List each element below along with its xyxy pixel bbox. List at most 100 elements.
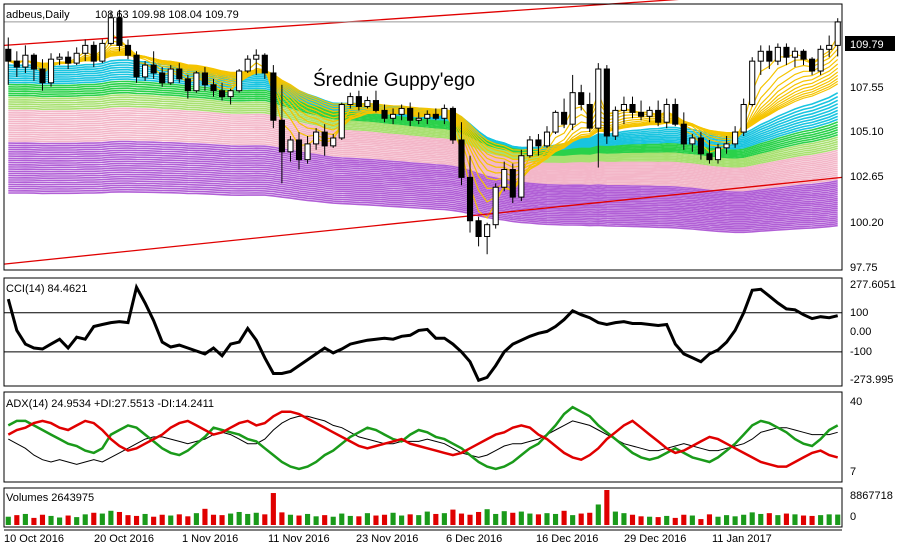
candle-body <box>569 92 576 125</box>
price-tick-3: 102.65 <box>850 171 884 183</box>
volume-bar <box>433 513 439 525</box>
gmma-long-line <box>8 136 838 190</box>
symbol-label: adbeus,Daily <box>6 9 70 21</box>
candle-body <box>236 70 243 92</box>
adx-panel <box>7 405 839 471</box>
volume-bar <box>664 515 670 525</box>
candle-body <box>740 103 747 133</box>
volume-bar <box>766 513 772 525</box>
candle-body <box>646 109 653 117</box>
candle-body <box>732 131 739 145</box>
candle-body <box>176 68 183 80</box>
candle-body <box>723 143 730 149</box>
channel-lower-line <box>3 176 843 265</box>
candle-body <box>355 96 362 107</box>
volume-bar <box>133 515 140 525</box>
gmma-long-line <box>8 134 838 189</box>
volume-bar <box>210 514 217 525</box>
date-label-1: 10 Oct 2016 <box>4 533 64 545</box>
volume-bar <box>176 514 182 525</box>
volume-bar <box>741 514 747 525</box>
candle-body <box>193 72 200 92</box>
volume-bar <box>322 515 328 525</box>
volume-bar <box>219 515 225 525</box>
volume-bar <box>65 515 71 525</box>
gmma-long-line <box>8 188 838 232</box>
gmma-long-line <box>8 162 838 210</box>
date-label-3: 1 Nov 2016 <box>182 533 238 545</box>
volume-bar <box>732 516 738 525</box>
candle-body <box>338 103 345 139</box>
gmma-long-line <box>8 91 838 159</box>
price-tick-5: 97.75 <box>850 262 878 274</box>
candle-body <box>561 111 568 125</box>
volume-bar <box>168 515 174 525</box>
volume-bar <box>99 513 105 525</box>
candle-body <box>834 21 841 46</box>
candle-body <box>629 103 636 113</box>
volume-bar <box>604 490 610 525</box>
ohlc-readout: 108.63 109.98 108.04 109.79 <box>95 9 239 21</box>
gmma-long-line <box>8 116 838 176</box>
candle-body <box>218 90 226 98</box>
adx-tick-7: 7 <box>850 466 856 478</box>
volume-bar <box>809 515 815 525</box>
candle-body <box>612 109 619 137</box>
channel-upper-line <box>3 0 680 47</box>
volume-bar <box>262 514 268 525</box>
volume-bar <box>381 514 388 525</box>
candle-body <box>800 50 807 60</box>
volume-bar <box>476 511 482 525</box>
candle-body <box>124 44 132 56</box>
volume-bar <box>792 514 798 525</box>
volume-bar <box>595 504 601 525</box>
date-label-7: 16 Dec 2016 <box>536 533 598 545</box>
gmma-long-line <box>8 138 838 192</box>
cci-line <box>6 283 839 383</box>
gmma-long-line <box>8 175 838 221</box>
gmma-long-line <box>8 167 838 214</box>
volume-bar <box>339 513 345 525</box>
candle-body <box>492 186 499 226</box>
gmma-long-line <box>8 96 838 162</box>
gmma-long-line <box>8 182 838 226</box>
candle-body <box>466 176 474 222</box>
candle-body <box>407 107 414 121</box>
volume-bar <box>510 512 516 525</box>
volume-bar <box>775 515 781 525</box>
volume-bar <box>151 516 157 525</box>
volume-bar <box>424 511 430 525</box>
candle-body <box>150 64 157 74</box>
gmma-long-line <box>8 171 838 217</box>
volume-bar <box>826 514 832 525</box>
candle-body <box>107 17 114 44</box>
volume-bar <box>74 517 80 525</box>
volume-bar <box>552 513 559 525</box>
volume-bar <box>270 493 276 525</box>
date-label-4: 11 Nov 2016 <box>268 533 330 545</box>
gmma-long-line <box>8 114 838 174</box>
cci-tick-max: 277.6051 <box>850 279 896 291</box>
gmma-long-line <box>8 120 838 179</box>
candle-body <box>287 139 294 153</box>
volume-bar <box>48 515 54 525</box>
volume-bar <box>544 513 550 525</box>
candle-body <box>441 107 448 119</box>
volume-bar <box>313 516 319 525</box>
volume-tick-max: 8867718 <box>850 490 893 502</box>
candle-body <box>364 100 371 107</box>
price-tick-2: 105.10 <box>850 126 884 138</box>
volume-bar <box>655 517 661 525</box>
candle-body <box>330 137 337 147</box>
volume-bar <box>681 514 687 525</box>
candle-body <box>449 107 456 141</box>
volume-bar <box>14 515 20 525</box>
volume-bar <box>835 514 841 525</box>
guppy-annotation: Średnie Guppy'ego <box>313 69 475 91</box>
candle-body <box>253 54 260 60</box>
volume-bar <box>458 513 465 525</box>
gmma-long-line <box>8 164 838 212</box>
candle-body <box>65 56 72 64</box>
candle-body <box>817 48 824 72</box>
